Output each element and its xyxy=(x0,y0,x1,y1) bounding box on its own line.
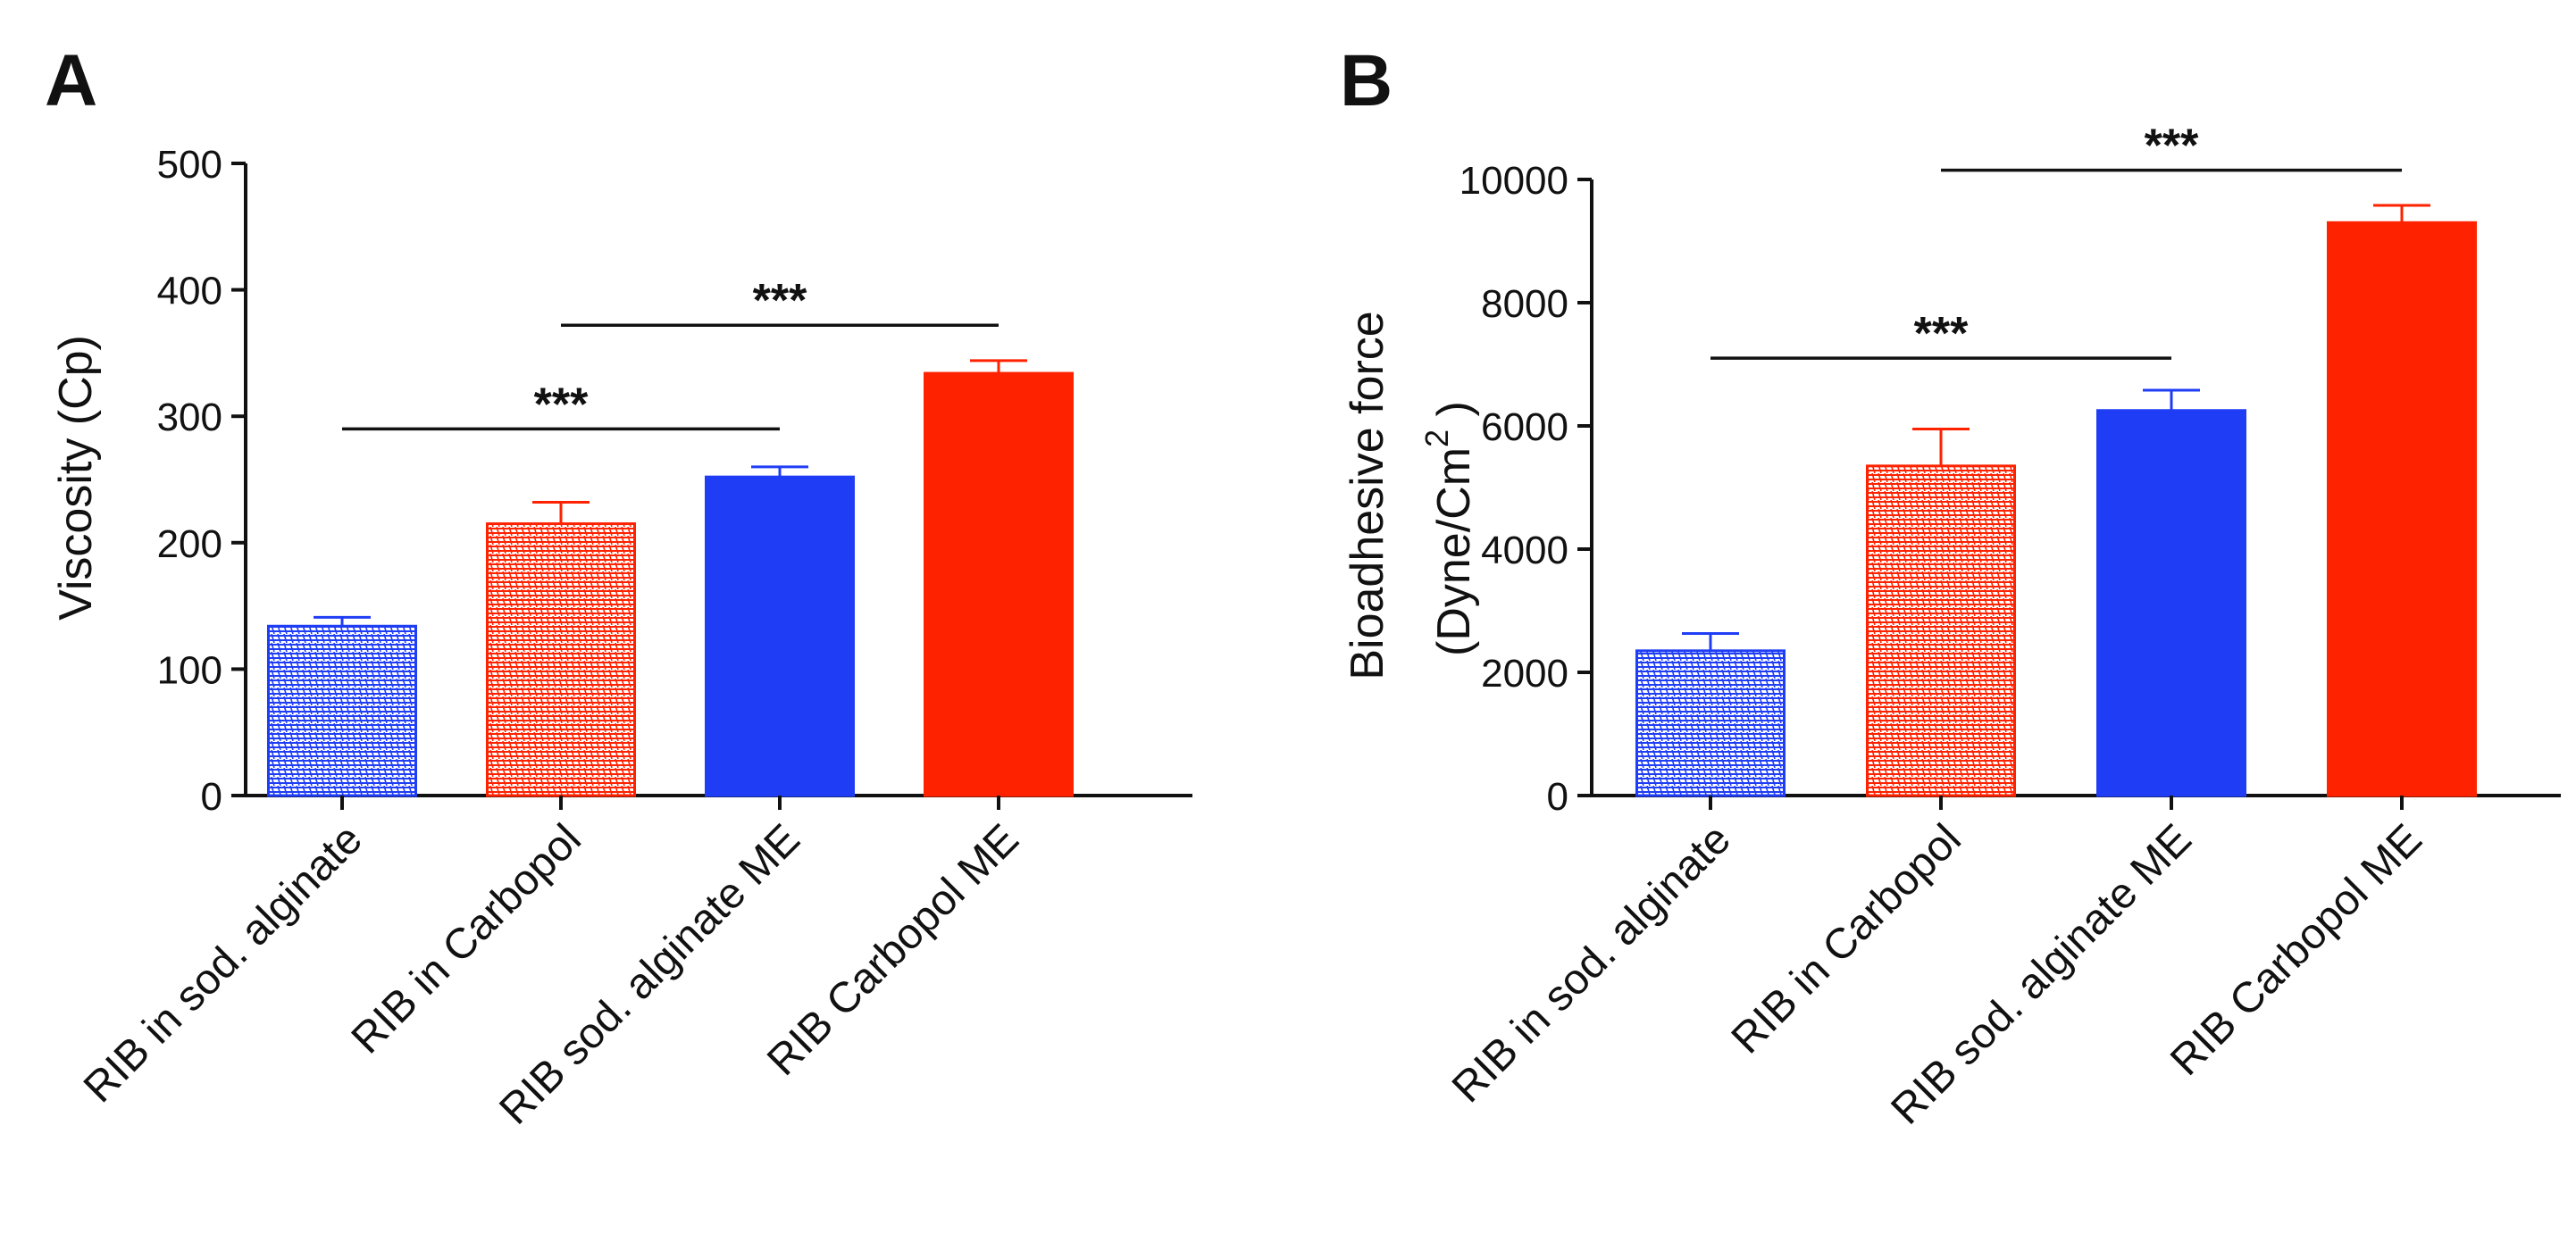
y-axis-title-b-line1: Bioadhesive force xyxy=(1342,311,1393,679)
y-tick-label-a-1: 100 xyxy=(157,648,222,692)
panel-letter-a: A xyxy=(45,40,97,121)
y-axis-title-b-superscript: 2 xyxy=(1418,429,1455,447)
y-axis-title-b-unit: (Dyne/Cm xyxy=(1428,447,1480,656)
panel-letter-b: B xyxy=(1340,40,1393,121)
y-tick-label-a-4: 400 xyxy=(157,270,222,313)
bar-b-0 xyxy=(1635,649,1786,797)
y-tick-label-a-2: 200 xyxy=(157,522,222,566)
significance-label-b-0: *** xyxy=(1914,308,1969,360)
y-axis-title-b-line2: (Dyne/Cm2 ) xyxy=(1418,401,1480,656)
bar-a-3 xyxy=(924,371,1074,797)
y-tick-label-a-0: 0 xyxy=(201,775,222,819)
bar-a-0 xyxy=(267,624,417,797)
y-tick-label-b-0: 0 xyxy=(1547,775,1568,819)
significance-label-a-1: *** xyxy=(753,275,807,327)
category-label-a-1: RIB in Carbopol xyxy=(343,815,590,1063)
bar-a-2 xyxy=(705,475,855,797)
y-tick-label-a-5: 500 xyxy=(157,143,222,187)
bar-b-1 xyxy=(1866,464,2016,797)
significance-label-b-1: *** xyxy=(2145,121,2199,172)
y-axis-title-b-close: ) xyxy=(1428,401,1480,429)
y-tick-label-a-3: 300 xyxy=(157,396,222,439)
y-tick-label-b-5: 10000 xyxy=(1459,159,1568,203)
significance-label-a-0: *** xyxy=(534,379,589,430)
bar-b-2 xyxy=(2096,409,2246,797)
category-label-b-0: RIB in sod. alginate xyxy=(1443,815,1740,1112)
bar-b-3 xyxy=(2327,221,2477,797)
y-axis-title-a: Viscosity (Cp) xyxy=(50,335,102,621)
category-label-b-1: RIB in Carbopol xyxy=(1723,815,1970,1063)
y-tick-label-b-1: 2000 xyxy=(1481,652,1568,696)
bar-a-1 xyxy=(486,522,636,797)
y-tick-label-b-2: 4000 xyxy=(1481,529,1568,572)
category-label-a-0: RIB in sod. alginate xyxy=(75,815,372,1112)
category-label-b-3: RIB Carbopol ME xyxy=(2162,815,2431,1085)
y-tick-label-b-4: 8000 xyxy=(1481,282,1568,326)
y-tick-label-b-3: 6000 xyxy=(1481,405,1568,449)
panel-a: A Viscosity (Cp) 0 100 200 300 400 500 RIB in … xyxy=(45,40,1192,1134)
panel-b: B Bioadhesive force (Dyne/Cm2 ) 0 2000 400… xyxy=(1340,40,2561,1134)
